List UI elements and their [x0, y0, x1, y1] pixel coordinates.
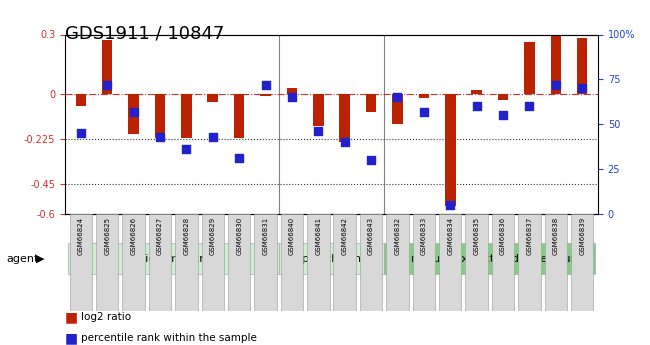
Point	[471, 104, 482, 109]
Bar	[445, 94, 456, 206]
FancyBboxPatch shape	[518, 214, 541, 310]
FancyBboxPatch shape	[545, 214, 567, 310]
Text: P. nigrum extract: P. nigrum extract	[125, 254, 221, 264]
Point	[155, 134, 165, 139]
Bar	[128, 94, 139, 134]
Text: GSM66835: GSM66835	[474, 217, 480, 255]
Text: GSM66836: GSM66836	[500, 217, 506, 255]
FancyBboxPatch shape	[307, 214, 330, 310]
FancyBboxPatch shape	[149, 214, 171, 310]
Point	[207, 134, 218, 139]
Bar	[524, 42, 535, 94]
Point	[366, 157, 376, 163]
Point	[577, 86, 588, 91]
FancyBboxPatch shape	[571, 214, 593, 310]
FancyBboxPatch shape	[333, 214, 356, 310]
Point	[261, 82, 271, 88]
Bar	[551, 37, 561, 94]
Text: ▶: ▶	[36, 254, 44, 264]
Text: ■: ■	[65, 331, 78, 345]
Text: GSM66840: GSM66840	[289, 217, 295, 255]
Bar	[577, 39, 588, 94]
FancyBboxPatch shape	[386, 214, 409, 310]
Point	[234, 156, 244, 161]
Text: GSM66832: GSM66832	[395, 217, 400, 255]
Point	[75, 130, 86, 136]
Bar	[419, 94, 429, 98]
FancyBboxPatch shape	[492, 214, 514, 310]
Text: percentile rank within the sample: percentile rank within the sample	[81, 333, 257, 343]
Text: GSM66837: GSM66837	[526, 217, 532, 255]
FancyBboxPatch shape	[439, 214, 462, 310]
Text: GSM66825: GSM66825	[104, 217, 110, 255]
Text: pyrethrum: pyrethrum	[302, 254, 361, 264]
FancyBboxPatch shape	[360, 214, 382, 310]
Text: GSM66839: GSM66839	[579, 217, 585, 255]
Point	[181, 147, 192, 152]
Point	[551, 82, 561, 88]
Bar	[498, 94, 508, 100]
Point	[498, 112, 508, 118]
Text: GSM66828: GSM66828	[183, 217, 189, 255]
Text: GSM66830: GSM66830	[236, 217, 242, 255]
FancyBboxPatch shape	[96, 214, 118, 310]
FancyBboxPatch shape	[228, 214, 250, 310]
Text: GSM66843: GSM66843	[368, 217, 374, 255]
Text: GSM66824: GSM66824	[78, 217, 84, 255]
Point	[524, 104, 534, 109]
FancyBboxPatch shape	[254, 214, 277, 310]
Text: agent: agent	[6, 254, 39, 264]
Bar	[366, 94, 376, 112]
Text: GSM66829: GSM66829	[210, 217, 216, 255]
Text: GSM66838: GSM66838	[552, 217, 559, 255]
Point	[392, 95, 402, 100]
Text: GSM66834: GSM66834	[447, 217, 453, 255]
Bar	[339, 94, 350, 142]
FancyBboxPatch shape	[279, 243, 384, 274]
Bar	[75, 94, 86, 106]
Point	[129, 109, 139, 115]
Point	[445, 202, 456, 208]
FancyBboxPatch shape	[122, 214, 145, 310]
Text: log2 ratio: log2 ratio	[81, 313, 131, 322]
Text: GSM66833: GSM66833	[421, 217, 427, 255]
FancyBboxPatch shape	[384, 243, 595, 274]
Bar	[207, 94, 218, 102]
Bar	[234, 94, 244, 138]
Point	[419, 109, 429, 115]
FancyBboxPatch shape	[68, 243, 279, 274]
FancyBboxPatch shape	[413, 214, 435, 310]
Text: P. nigrum extract and pyrethrum: P. nigrum extract and pyrethrum	[398, 254, 581, 264]
Point	[102, 82, 112, 88]
FancyBboxPatch shape	[202, 214, 224, 310]
Bar	[102, 40, 112, 94]
Text: ■: ■	[65, 310, 78, 324]
Text: GSM66827: GSM66827	[157, 217, 163, 255]
FancyBboxPatch shape	[465, 214, 488, 310]
FancyBboxPatch shape	[70, 214, 92, 310]
Text: GSM66841: GSM66841	[315, 217, 321, 255]
FancyBboxPatch shape	[281, 214, 303, 310]
Text: GSM66831: GSM66831	[263, 217, 268, 255]
Bar	[181, 94, 192, 138]
Text: GDS1911 / 10847: GDS1911 / 10847	[65, 24, 224, 42]
Point	[339, 139, 350, 145]
Point	[313, 129, 324, 134]
FancyBboxPatch shape	[175, 214, 198, 310]
Bar	[471, 90, 482, 94]
Bar	[155, 94, 165, 138]
Text: GSM66826: GSM66826	[131, 217, 136, 255]
Point	[287, 95, 297, 100]
Bar	[392, 94, 403, 124]
Bar	[313, 94, 324, 126]
Bar	[260, 94, 271, 96]
Text: GSM66842: GSM66842	[342, 217, 348, 255]
Bar	[287, 88, 297, 94]
